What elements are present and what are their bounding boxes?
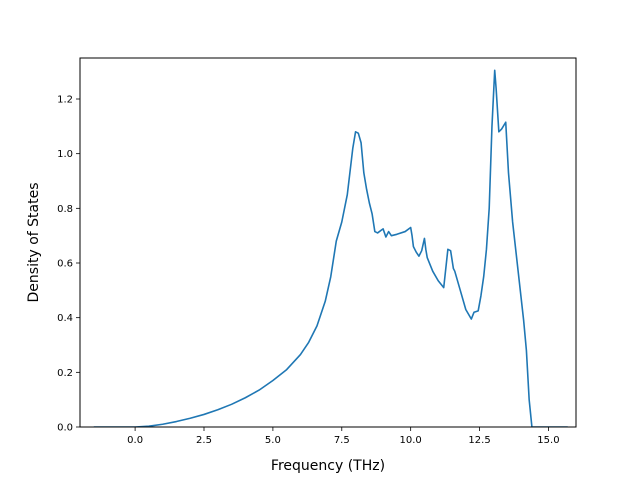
y-tick-label: 1.2 [57, 95, 73, 106]
x-tick-label: 0.0 [127, 435, 143, 446]
x-tick-label: 10.0 [400, 435, 422, 446]
x-axis-label: Frequency (THz) [271, 458, 385, 474]
dos-series-line-0 [93, 69, 568, 427]
plot-area [93, 69, 568, 427]
x-tick-label: 5.0 [265, 435, 281, 446]
x-tick-label: 15.0 [537, 435, 559, 446]
y-tick-label: 0.6 [57, 259, 73, 270]
axes-frame [79, 57, 577, 428]
x-tick-label: 2.5 [196, 435, 212, 446]
y-axis-label: Density of States [26, 183, 42, 303]
axis-ticks: 0.0 2.5 5.0 7.5 10.0 12.5 15.0 0.0 0.2 0.4 0.6 0.8 1… [57, 95, 559, 447]
x-tick-label: 7.5 [334, 435, 350, 446]
y-tick-label: 0.0 [57, 423, 73, 434]
y-tick-label: 0.4 [57, 313, 73, 324]
y-tick-label: 0.2 [57, 368, 73, 379]
y-tick-label: 1.0 [57, 149, 73, 160]
x-tick-label: 12.5 [468, 435, 490, 446]
y-tick-label: 0.8 [57, 204, 73, 215]
